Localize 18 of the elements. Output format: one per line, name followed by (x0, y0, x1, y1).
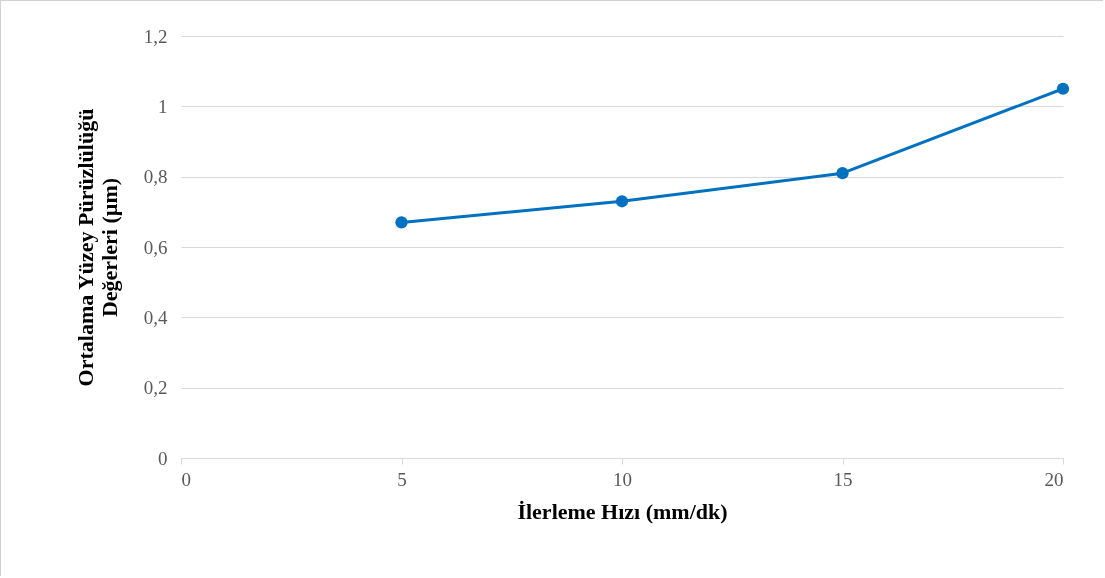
y-tick-label: 0 (158, 447, 168, 469)
x-axis-title: İlerleme Hızı (mm/dk) (517, 498, 728, 524)
y-tick-label: 1,2 (143, 25, 168, 47)
x-tick-label: 10 (613, 468, 632, 490)
point (615, 195, 629, 208)
x-tick-label: 5 (397, 468, 407, 490)
y-tick-label: 0,2 (143, 377, 168, 399)
y-tick-label: 1 (158, 95, 168, 117)
point (1056, 82, 1070, 95)
y-tick-label: 0,8 (143, 166, 168, 188)
y-axis-title: Ortalama Yüzey Pürüzlülüğü Değerleri (µm) (72, 108, 122, 387)
x-tick-label: 20 (1044, 468, 1064, 490)
x-tick-label: 15 (833, 468, 853, 490)
point (395, 216, 408, 229)
y-tick-label: 0,4 (143, 306, 168, 328)
x-tick-label: 0 (181, 468, 191, 490)
y-tick-label: 0,6 (143, 236, 168, 258)
point (836, 167, 849, 180)
